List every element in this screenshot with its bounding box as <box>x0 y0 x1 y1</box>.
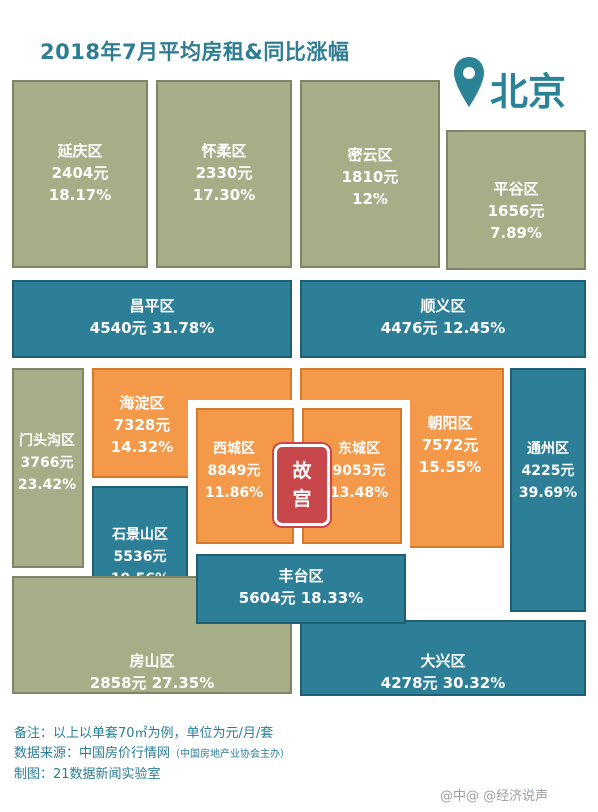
note-source: 数据来源：中国房价行情网 <box>14 746 171 761</box>
district-yanqing <box>12 80 148 268</box>
district-name: 平谷区 <box>493 180 539 198</box>
district-growth: 15.55% <box>418 458 482 476</box>
district-growth: 17.30% <box>192 186 256 204</box>
district-rent: 4225元 <box>521 463 575 479</box>
district-name: 海淀区 <box>119 394 165 412</box>
district-name: 房山区 <box>129 652 175 670</box>
district-value: 2858元 27.35% <box>89 674 215 692</box>
district-daxing <box>300 620 586 696</box>
district-rent: 5536元 <box>113 549 167 565</box>
district-growth: 13.48% <box>329 485 389 501</box>
district-pinggu <box>446 130 586 270</box>
forbidden-city: 故 宫 <box>274 444 330 526</box>
district-rent: 3766元 <box>20 455 74 471</box>
district-rent: 2330元 <box>195 164 253 182</box>
note-source-sponsor: （中国房地产业协会主办） <box>170 749 291 760</box>
district-mentougou <box>12 368 84 568</box>
district-name: 门头沟区 <box>19 433 75 449</box>
district-rent: 1656元 <box>487 202 545 220</box>
district-name: 东城区 <box>338 441 380 457</box>
district-name: 顺义区 <box>420 297 466 315</box>
district-name: 延庆区 <box>57 142 103 160</box>
chart-title: 2018年7月平均房租&同比涨幅 <box>40 40 350 64</box>
district-tongzhou <box>510 368 586 612</box>
district-value: 4278元 30.32% <box>380 674 506 692</box>
city-label: 北京 <box>452 55 582 115</box>
note-line-2: 数据来源：中国房价行情网（中国房地产业协会主办） <box>14 744 290 765</box>
district-value: 4540元 31.78% <box>89 319 215 337</box>
district-name: 通州区 <box>527 441 569 457</box>
district-rent: 1810元 <box>341 168 399 186</box>
city-name: 北京 <box>490 70 567 114</box>
district-huairou <box>156 80 292 268</box>
district-rent: 8849元 <box>207 463 261 479</box>
district-name: 昌平区 <box>129 297 175 315</box>
watermark: @中@ @经济说声 <box>440 789 549 804</box>
district-name: 西城区 <box>213 441 255 457</box>
map-pin-icon <box>454 57 484 107</box>
district-name: 石景山区 <box>112 527 168 543</box>
district-rent: 7328元 <box>113 416 171 434</box>
district-name: 怀柔区 <box>201 142 247 160</box>
palace-char-1: 故 <box>292 460 312 482</box>
palace-char-2: 宫 <box>292 488 312 510</box>
note-line-1: 备注：以上以单套70㎡为例，单位为元/月/套 <box>14 726 274 741</box>
district-rent: 2404元 <box>51 164 109 182</box>
district-name: 朝阳区 <box>427 414 473 432</box>
district-rent: 9053元 <box>332 463 386 479</box>
district-growth: 23.42% <box>17 477 77 493</box>
district-growth: 18.17% <box>48 186 112 204</box>
district-growth: 7.89% <box>489 224 543 242</box>
district-rent: 7572元 <box>421 436 479 454</box>
district-value: 4476元 12.45% <box>380 319 506 337</box>
district-name: 大兴区 <box>420 652 466 670</box>
note-line-3: 制图：21数据新闻实验室 <box>14 767 161 782</box>
district-growth: 12% <box>352 190 388 208</box>
district-fengtai-cover <box>196 554 406 624</box>
district-growth: 11.86% <box>204 485 264 501</box>
district-value: 5604元 18.33% <box>238 589 364 607</box>
district-changping <box>12 280 292 358</box>
district-shunyi <box>300 280 586 358</box>
district-miyun <box>300 80 440 268</box>
district-name: 丰台区 <box>278 567 324 585</box>
footnotes: 备注：以上以单套70㎡为例，单位为元/月/套 数据来源：中国房价行情网（中国房地… <box>14 724 290 785</box>
district-growth: 14.32% <box>110 438 174 456</box>
district-name: 密云区 <box>347 146 393 164</box>
district-growth: 39.69% <box>518 485 578 501</box>
